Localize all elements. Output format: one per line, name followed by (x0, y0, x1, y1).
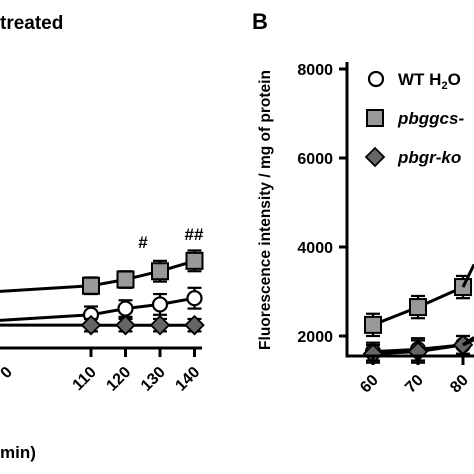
panel-a-series-circle-line (90, 296, 195, 317)
panel-a-point-square (151, 262, 169, 281)
panel-b-legend: WT H2O pbggcs- pbgr-ko (364, 70, 464, 168)
panel-a-x-tick-label: 110 (70, 364, 100, 394)
panel-a-point-circle (151, 296, 169, 313)
panel-a-x-tick-label: 130 (138, 364, 169, 395)
panel-a-series-square-line (90, 259, 195, 288)
panel-b-x-tick-label: 70 (402, 372, 427, 397)
panel-a-point-square (185, 251, 204, 270)
panel-b-series (362, 263, 474, 365)
panel-a-point-diamond (149, 314, 171, 336)
panel-a-annotation-double-hash: ## (185, 225, 204, 244)
panel-a-x-axis-label-fragment: min) (0, 443, 36, 462)
panel-a-title: treated (0, 13, 63, 34)
panel-a-point-diamond (115, 314, 136, 336)
panel-a-x-tick-fragment: 0 (0, 364, 16, 382)
legend-label-pbgr: pbgr-ko (397, 148, 461, 167)
legend-label-pbggcs: pbggcs- (397, 109, 464, 128)
legend-marker-square (366, 109, 384, 127)
legend-label-wt-main: WT H (398, 70, 441, 89)
panel-a-x-tick-label: 140 (172, 364, 203, 395)
legend-label-wt-sub: 2 (441, 80, 447, 92)
panel-b-series-square-tail (461, 263, 474, 288)
legend-item-pbggcs: pbggcs- (366, 109, 464, 128)
panel-a-point-square (82, 276, 100, 295)
panel-b-x-tick-label: 80 (447, 372, 472, 397)
panel-b-point-square (409, 298, 427, 317)
panel-a-point-square (116, 270, 135, 289)
panel-b-y-ticks: 2000 4000 6000 8000 (297, 62, 347, 346)
panel-a-point-diamond (184, 314, 205, 336)
panel-a-series-circle-lead (0, 313, 92, 322)
panel-b: B Fluorescence intensity / mg of protein… (252, 9, 474, 396)
panel-b-y-tick-label: 2000 (297, 329, 333, 346)
panel-b-y-axis-label: Fluorescence intensity / mg of protein (257, 70, 274, 350)
legend-marker-circle (367, 70, 385, 88)
panel-b-point-square (364, 315, 382, 334)
legend-label-wt-tail: O (448, 70, 461, 89)
panel-a-annotation-hash: # (138, 233, 148, 252)
panel-a-point-circle (186, 290, 203, 307)
panel-a-series (0, 249, 205, 336)
panel-a-point-circle (117, 300, 134, 317)
legend-marker-diamond (364, 146, 386, 168)
panel-b-y-tick-label: 6000 (297, 151, 333, 168)
legend-item-pbgr: pbgr-ko (364, 146, 461, 168)
panel-b-x-tick-label: 60 (357, 372, 382, 397)
panel-a-x-tick-label: 120 (103, 364, 134, 395)
panel-b-y-tick-label: 8000 (297, 62, 333, 79)
legend-item-wt: WT H2O (367, 70, 461, 92)
panel-b-label: B (252, 9, 268, 34)
panel-a: treated 110 120 130 140 0 # ## min) (0, 13, 205, 462)
panel-b-series-diamond-tail (462, 336, 474, 347)
panel-a-series-square-lead (0, 284, 92, 293)
panel-a-point-diamond (80, 314, 102, 336)
panel-b-y-tick-label: 4000 (297, 240, 333, 257)
panel-a-x-ticks: 110 120 130 140 (70, 348, 203, 395)
legend-label-wt: WT H2O (398, 70, 461, 92)
